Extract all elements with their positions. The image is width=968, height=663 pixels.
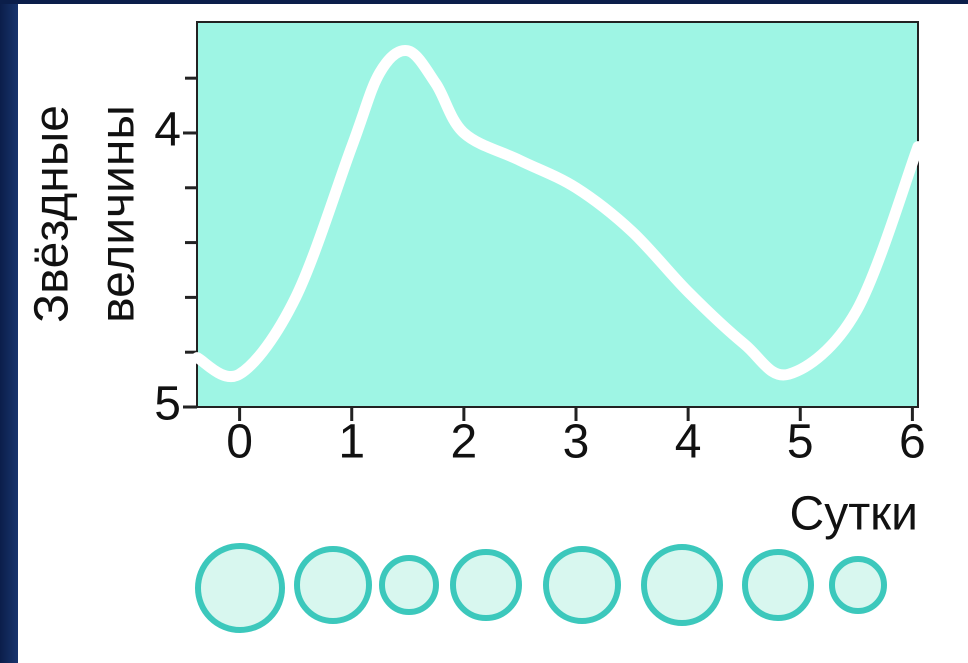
plot-area <box>197 22 918 407</box>
y-axis-label: величины <box>92 105 145 323</box>
y-tick-label: 5 <box>154 378 181 431</box>
star-size <box>297 549 369 621</box>
star-size <box>745 552 811 618</box>
star-size <box>832 559 884 611</box>
x-tick-label: 4 <box>675 416 702 469</box>
star-size <box>453 552 519 618</box>
x-tick-label: 2 <box>451 416 478 469</box>
y-axis-label: Звёздные <box>26 105 79 323</box>
x-tick-label: 1 <box>338 416 365 469</box>
x-tick-label: 6 <box>899 416 926 469</box>
x-tick-label: 5 <box>787 416 814 469</box>
star-size <box>644 547 720 623</box>
x-axis-label: Сутки <box>790 488 918 541</box>
star-size <box>198 546 282 630</box>
x-tick-label: 0 <box>226 416 253 469</box>
edge-strip <box>0 0 18 663</box>
y-tick-label: 4 <box>154 104 181 157</box>
x-tick-label: 3 <box>563 416 590 469</box>
top-strip <box>0 0 968 4</box>
star-size <box>382 558 436 612</box>
star-size <box>546 549 618 621</box>
chart: 450123456СуткиЗвёздныевеличины <box>0 0 968 663</box>
